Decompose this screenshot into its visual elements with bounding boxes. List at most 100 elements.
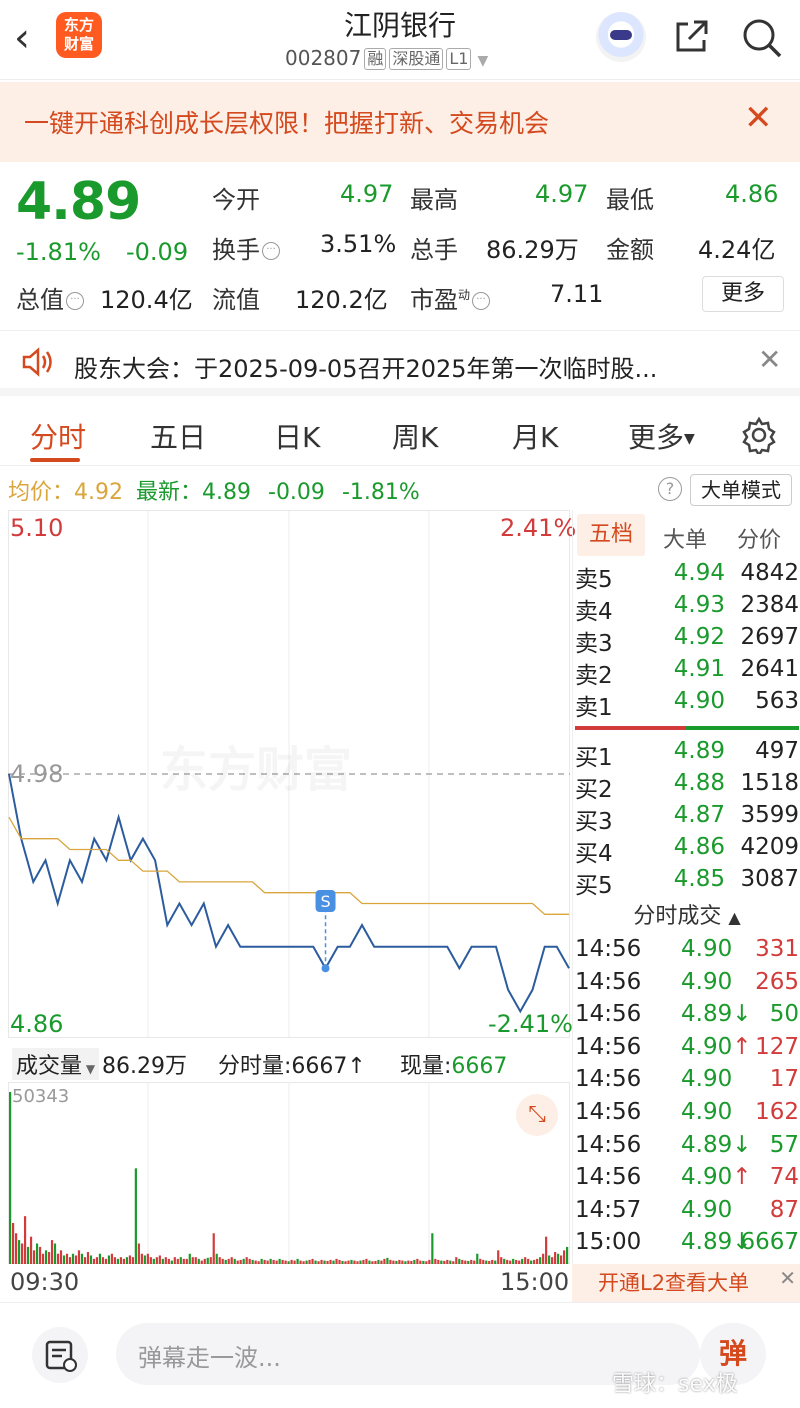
- volume-bar: [365, 1258, 368, 1264]
- open-value: 4.97: [340, 180, 394, 208]
- top-bar: ‹ 东方 财富 江阴银行 002807 融深股通 L1 ▼: [0, 0, 800, 80]
- order-volume: 3087: [740, 866, 799, 892]
- gear-icon[interactable]: [740, 416, 778, 454]
- trade-time: 14:56: [575, 936, 642, 962]
- volume-bar: [542, 1253, 545, 1264]
- caret-down-icon: ▼: [684, 431, 695, 447]
- margin-tag: 融: [364, 48, 387, 70]
- volume-bar: [404, 1261, 407, 1264]
- trades-title[interactable]: 分时成交 ▲: [573, 898, 800, 930]
- notice-bar[interactable]: 股东大会：于2025-09-05召开2025年第一次临时股... ✕: [0, 330, 800, 396]
- tab-price-dist[interactable]: 分价: [737, 528, 782, 553]
- volume-bar: [83, 1257, 87, 1264]
- big-order-mode-button[interactable]: 大单模式: [690, 474, 792, 506]
- market-cap-label[interactable]: 总值 ···: [16, 280, 84, 315]
- volume-bar: [425, 1261, 428, 1264]
- tab-intraday[interactable]: 分时: [30, 421, 87, 454]
- volume-bar: [449, 1260, 452, 1264]
- bid-row[interactable]: 买3 4.87 3599: [575, 802, 799, 835]
- volume-chart[interactable]: [8, 1082, 570, 1264]
- trade-direction: ↓: [732, 1229, 752, 1256]
- tab-more[interactable]: 更多▼: [628, 416, 695, 456]
- volume-bar: [119, 1257, 122, 1264]
- volume-bar: [557, 1253, 560, 1264]
- volume-bar: [107, 1255, 111, 1264]
- search-icon[interactable]: [740, 16, 784, 60]
- volume-bar: [458, 1258, 461, 1264]
- pct-top-label: 2.41%: [500, 514, 577, 542]
- danmu-button[interactable]: 弹: [700, 1323, 766, 1385]
- share-icon[interactable]: [672, 18, 710, 56]
- l2-banner[interactable]: 开通L2查看大单 ✕: [572, 1264, 800, 1302]
- tab-monthly-k[interactable]: 月K: [512, 421, 559, 454]
- bid-row[interactable]: 买4 4.86 4209: [575, 834, 799, 867]
- tab-level5[interactable]: 五档: [577, 514, 645, 556]
- more-dots-icon[interactable]: ···: [472, 292, 491, 310]
- promo-banner[interactable]: 一键开通科创成长层权限！把握打新、交易机会 ✕: [0, 82, 800, 162]
- chevron-down-icon[interactable]: ▼: [477, 53, 489, 69]
- close-icon[interactable]: ✕: [758, 343, 782, 376]
- app-logo[interactable]: 东方 财富: [56, 12, 102, 58]
- back-icon[interactable]: ‹: [14, 15, 30, 61]
- change-percent: -1.81%: [16, 238, 101, 266]
- volume-bar: [494, 1260, 497, 1264]
- expand-icon[interactable]: ⤡: [516, 1094, 558, 1136]
- trade-time: 14:57: [575, 1196, 642, 1223]
- tab-five-day[interactable]: 五日: [150, 421, 207, 454]
- order-price: 4.91: [673, 656, 725, 682]
- danmu-input[interactable]: 弹幕走一波...: [116, 1323, 700, 1385]
- volume-bar: [242, 1258, 245, 1264]
- tab-daily-k[interactable]: 日K: [274, 421, 321, 454]
- more-dots-icon[interactable]: ···: [262, 242, 280, 260]
- bid-row[interactable]: 买5 4.85 3087: [575, 866, 799, 899]
- trade-volume: 127: [755, 1033, 799, 1060]
- volume-bar: [209, 1257, 212, 1264]
- logo-text-top: 东方: [63, 16, 94, 34]
- volume-bar: [80, 1253, 84, 1264]
- ask-row[interactable]: 卖5 4.94 4842: [575, 560, 799, 593]
- pct-bottom-label: -2.41%: [488, 1010, 573, 1038]
- volume-bar: [347, 1260, 350, 1264]
- notes-icon[interactable]: [30, 1327, 90, 1383]
- order-price: 4.86: [673, 834, 725, 860]
- avg-price-value: 4.92: [74, 480, 123, 505]
- bid-row[interactable]: 买1 4.89 497: [575, 738, 799, 771]
- volume-header: 成交量 ▼ 86.29万 分时量:6667↑ 现量:6667: [8, 1042, 570, 1080]
- stock-code-row[interactable]: 002807 融深股通 L1 ▼: [285, 46, 488, 70]
- trade-price: 4.89↓: [681, 1131, 752, 1158]
- volume-bar: [92, 1258, 96, 1264]
- order-volume: 3599: [740, 802, 799, 828]
- close-icon[interactable]: ✕: [744, 98, 773, 138]
- bid-row[interactable]: 买2 4.88 1518: [575, 770, 799, 803]
- more-button[interactable]: 更多: [702, 276, 784, 312]
- pe-label[interactable]: 市盈动 ···: [410, 280, 491, 315]
- x-start-label: 09:30: [10, 1268, 80, 1296]
- help-icon[interactable]: ?: [658, 477, 682, 501]
- ask-row[interactable]: 卖4 4.93 2384: [575, 592, 799, 625]
- order-level-label: 卖4: [575, 599, 613, 625]
- assistant-robot-icon[interactable]: [596, 12, 646, 62]
- ask-row[interactable]: 卖1 4.90 563: [575, 688, 799, 721]
- volume-bar: [149, 1257, 152, 1264]
- ask-row[interactable]: 卖3 4.92 2697: [575, 624, 799, 657]
- notice-text: 股东大会：于2025-09-05召开2025年第一次临时股...: [74, 355, 658, 383]
- intraday-price-chart[interactable]: S: [8, 510, 570, 1038]
- volume-bar: [98, 1253, 102, 1264]
- close-icon[interactable]: ✕: [779, 1266, 796, 1290]
- trade-volume: 50: [769, 1001, 799, 1028]
- volume-bar: [9, 1092, 12, 1264]
- volume-bar: [251, 1259, 254, 1264]
- tab-weekly-k[interactable]: 周K: [392, 421, 439, 454]
- tab-big-orders[interactable]: 大单: [663, 528, 708, 553]
- volume-bar: [323, 1260, 326, 1264]
- latest-price-label: 最新：: [136, 480, 203, 505]
- more-dots-icon[interactable]: ···: [66, 292, 84, 310]
- trade-row: 14:56 4.90 331: [573, 936, 799, 968]
- turnover-label[interactable]: 换手 ···: [212, 230, 280, 265]
- ask-row[interactable]: 卖2 4.91 2641: [575, 656, 799, 689]
- volume-bar: [563, 1250, 566, 1264]
- volume-selector[interactable]: 成交量 ▼: [12, 1048, 100, 1080]
- volume-bar: [152, 1258, 155, 1264]
- volume-bar: [287, 1261, 290, 1264]
